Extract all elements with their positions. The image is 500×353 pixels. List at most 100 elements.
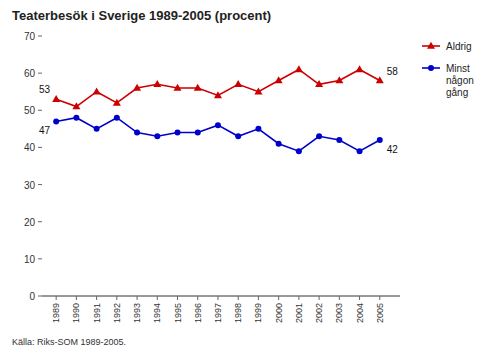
marker: [214, 91, 222, 98]
source: Källa: Riks-SOM 1989-2005.: [12, 337, 126, 347]
x-tick-label: 1999: [253, 303, 263, 323]
y-tick: [38, 147, 42, 148]
y-tick-label: 50: [24, 105, 36, 116]
y-tick-label: 0: [29, 291, 35, 302]
x-tick: [238, 296, 239, 300]
marker: [93, 88, 101, 95]
marker: [113, 99, 121, 106]
x-tick-label: 1996: [193, 303, 203, 323]
x-tick-label: 1992: [112, 303, 122, 323]
y-tick: [38, 296, 42, 297]
y-tick: [38, 36, 42, 37]
y-tick: [38, 184, 42, 185]
marker: [295, 65, 303, 72]
marker: [254, 88, 262, 95]
y-axis: 0 10 20 30 40 50 60 70: [24, 31, 42, 302]
chart: Teaterbesök i Sverige 1989-2005 (procent…: [0, 0, 500, 353]
marker: [315, 80, 323, 87]
marker: [153, 80, 161, 87]
x-tick-label: 2005: [375, 303, 385, 323]
y-tick-label: 30: [24, 180, 36, 191]
marker: [357, 148, 363, 154]
x-axis: 1989 1990 1991 1992 1993 1994 1995 1996 1997 1998…: [42, 296, 400, 323]
x-tick: [359, 296, 360, 300]
marker: [215, 122, 221, 128]
annotation: 47: [39, 125, 51, 136]
marker: [154, 133, 160, 139]
legend-marker: [427, 42, 435, 49]
marker: [356, 65, 364, 72]
marker: [276, 141, 282, 147]
marker: [234, 80, 242, 87]
y-tick-label: 60: [24, 68, 36, 79]
y-tick: [38, 73, 42, 74]
x-tick: [96, 296, 97, 300]
annotations: 53 58 47 42: [39, 66, 398, 155]
legend: Aldrig Minstnågongång: [422, 41, 474, 98]
marker: [175, 130, 181, 136]
annotation: 53: [39, 84, 51, 95]
annotation: 58: [387, 66, 399, 77]
x-tick: [157, 296, 158, 300]
marker: [376, 76, 384, 83]
x-tick-label: 2001: [294, 303, 304, 323]
x-tick: [177, 296, 178, 300]
x-tick: [379, 296, 380, 300]
x-tick-label: 2004: [355, 303, 365, 323]
y-tick: [38, 110, 42, 111]
y-tick-label: 40: [24, 142, 36, 153]
marker: [72, 102, 80, 109]
x-tick-label: 2003: [334, 303, 344, 323]
x-tick: [217, 296, 218, 300]
title: Teaterbesök i Sverige 1989-2005 (procent…: [12, 8, 271, 23]
legend-label: Aldrig: [446, 41, 472, 52]
x-tick: [298, 296, 299, 300]
x-tick: [319, 296, 320, 300]
marker: [336, 137, 342, 143]
marker: [174, 84, 182, 91]
legend-label: Minstnågongång: [446, 63, 474, 98]
marker: [52, 95, 60, 102]
annotation: 42: [387, 144, 399, 155]
x-axis-line: [42, 296, 400, 297]
x-tick: [116, 296, 117, 300]
y-tick-label: 10: [24, 254, 36, 265]
marker: [114, 115, 120, 121]
y-tick-label: 70: [24, 31, 36, 42]
series-line: [56, 69, 380, 106]
x-tick: [76, 296, 77, 300]
x-tick-label: 1995: [173, 303, 183, 323]
x-tick: [56, 296, 57, 300]
marker: [94, 126, 100, 132]
x-tick-label: 2002: [314, 303, 324, 323]
marker: [235, 133, 241, 139]
marker: [134, 130, 140, 136]
y-tick: [38, 221, 42, 222]
y-tick-label: 20: [24, 217, 36, 228]
x-tick-label: 2000: [274, 303, 284, 323]
x-tick: [258, 296, 259, 300]
y-tick: [38, 258, 42, 259]
marker: [194, 84, 202, 91]
x-tick-label: 1994: [152, 303, 162, 323]
marker: [133, 84, 141, 91]
x-tick-label: 1997: [213, 303, 223, 323]
x-tick: [339, 296, 340, 300]
marker: [53, 118, 59, 124]
x-tick-label: 1993: [132, 303, 142, 323]
marker: [316, 133, 322, 139]
series-line: [56, 118, 380, 151]
marker: [335, 76, 343, 83]
x-tick-label: 1991: [92, 303, 102, 323]
marker: [195, 130, 201, 136]
x-tick-label: 1990: [71, 303, 81, 323]
marker: [296, 148, 302, 154]
x-tick: [278, 296, 279, 300]
x-tick-label: 1998: [233, 303, 243, 323]
x-tick-label: 1989: [51, 303, 61, 323]
marker: [73, 115, 79, 121]
x-tick: [197, 296, 198, 300]
x-tick: [137, 296, 138, 300]
marker: [377, 137, 383, 143]
marker: [255, 126, 261, 132]
